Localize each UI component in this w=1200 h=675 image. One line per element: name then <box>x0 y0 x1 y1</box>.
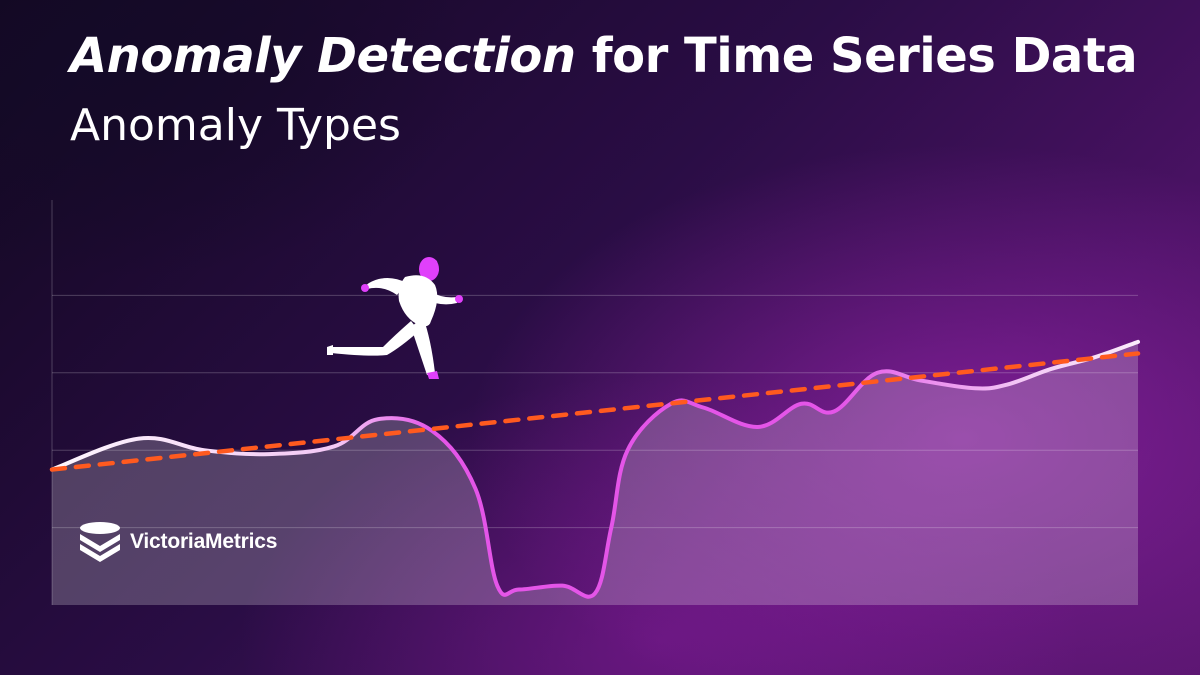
page-title: Anomaly Detection for Time Series Data <box>70 28 1138 84</box>
area-fill <box>52 341 1138 605</box>
brand-logo: VictoriaMetrics <box>78 520 277 564</box>
page-subtitle: Anomaly Types <box>70 100 401 151</box>
brand-name: VictoriaMetrics <box>130 530 278 553</box>
victoriametrics-logo-icon <box>80 522 120 562</box>
trend-series-line <box>49 351 1141 472</box>
title-rest: for Time Series Data <box>575 28 1138 84</box>
running-person-icon <box>327 257 463 379</box>
observed-series-line <box>50 339 1140 599</box>
title-emphasis: Anomaly Detection <box>70 28 576 84</box>
